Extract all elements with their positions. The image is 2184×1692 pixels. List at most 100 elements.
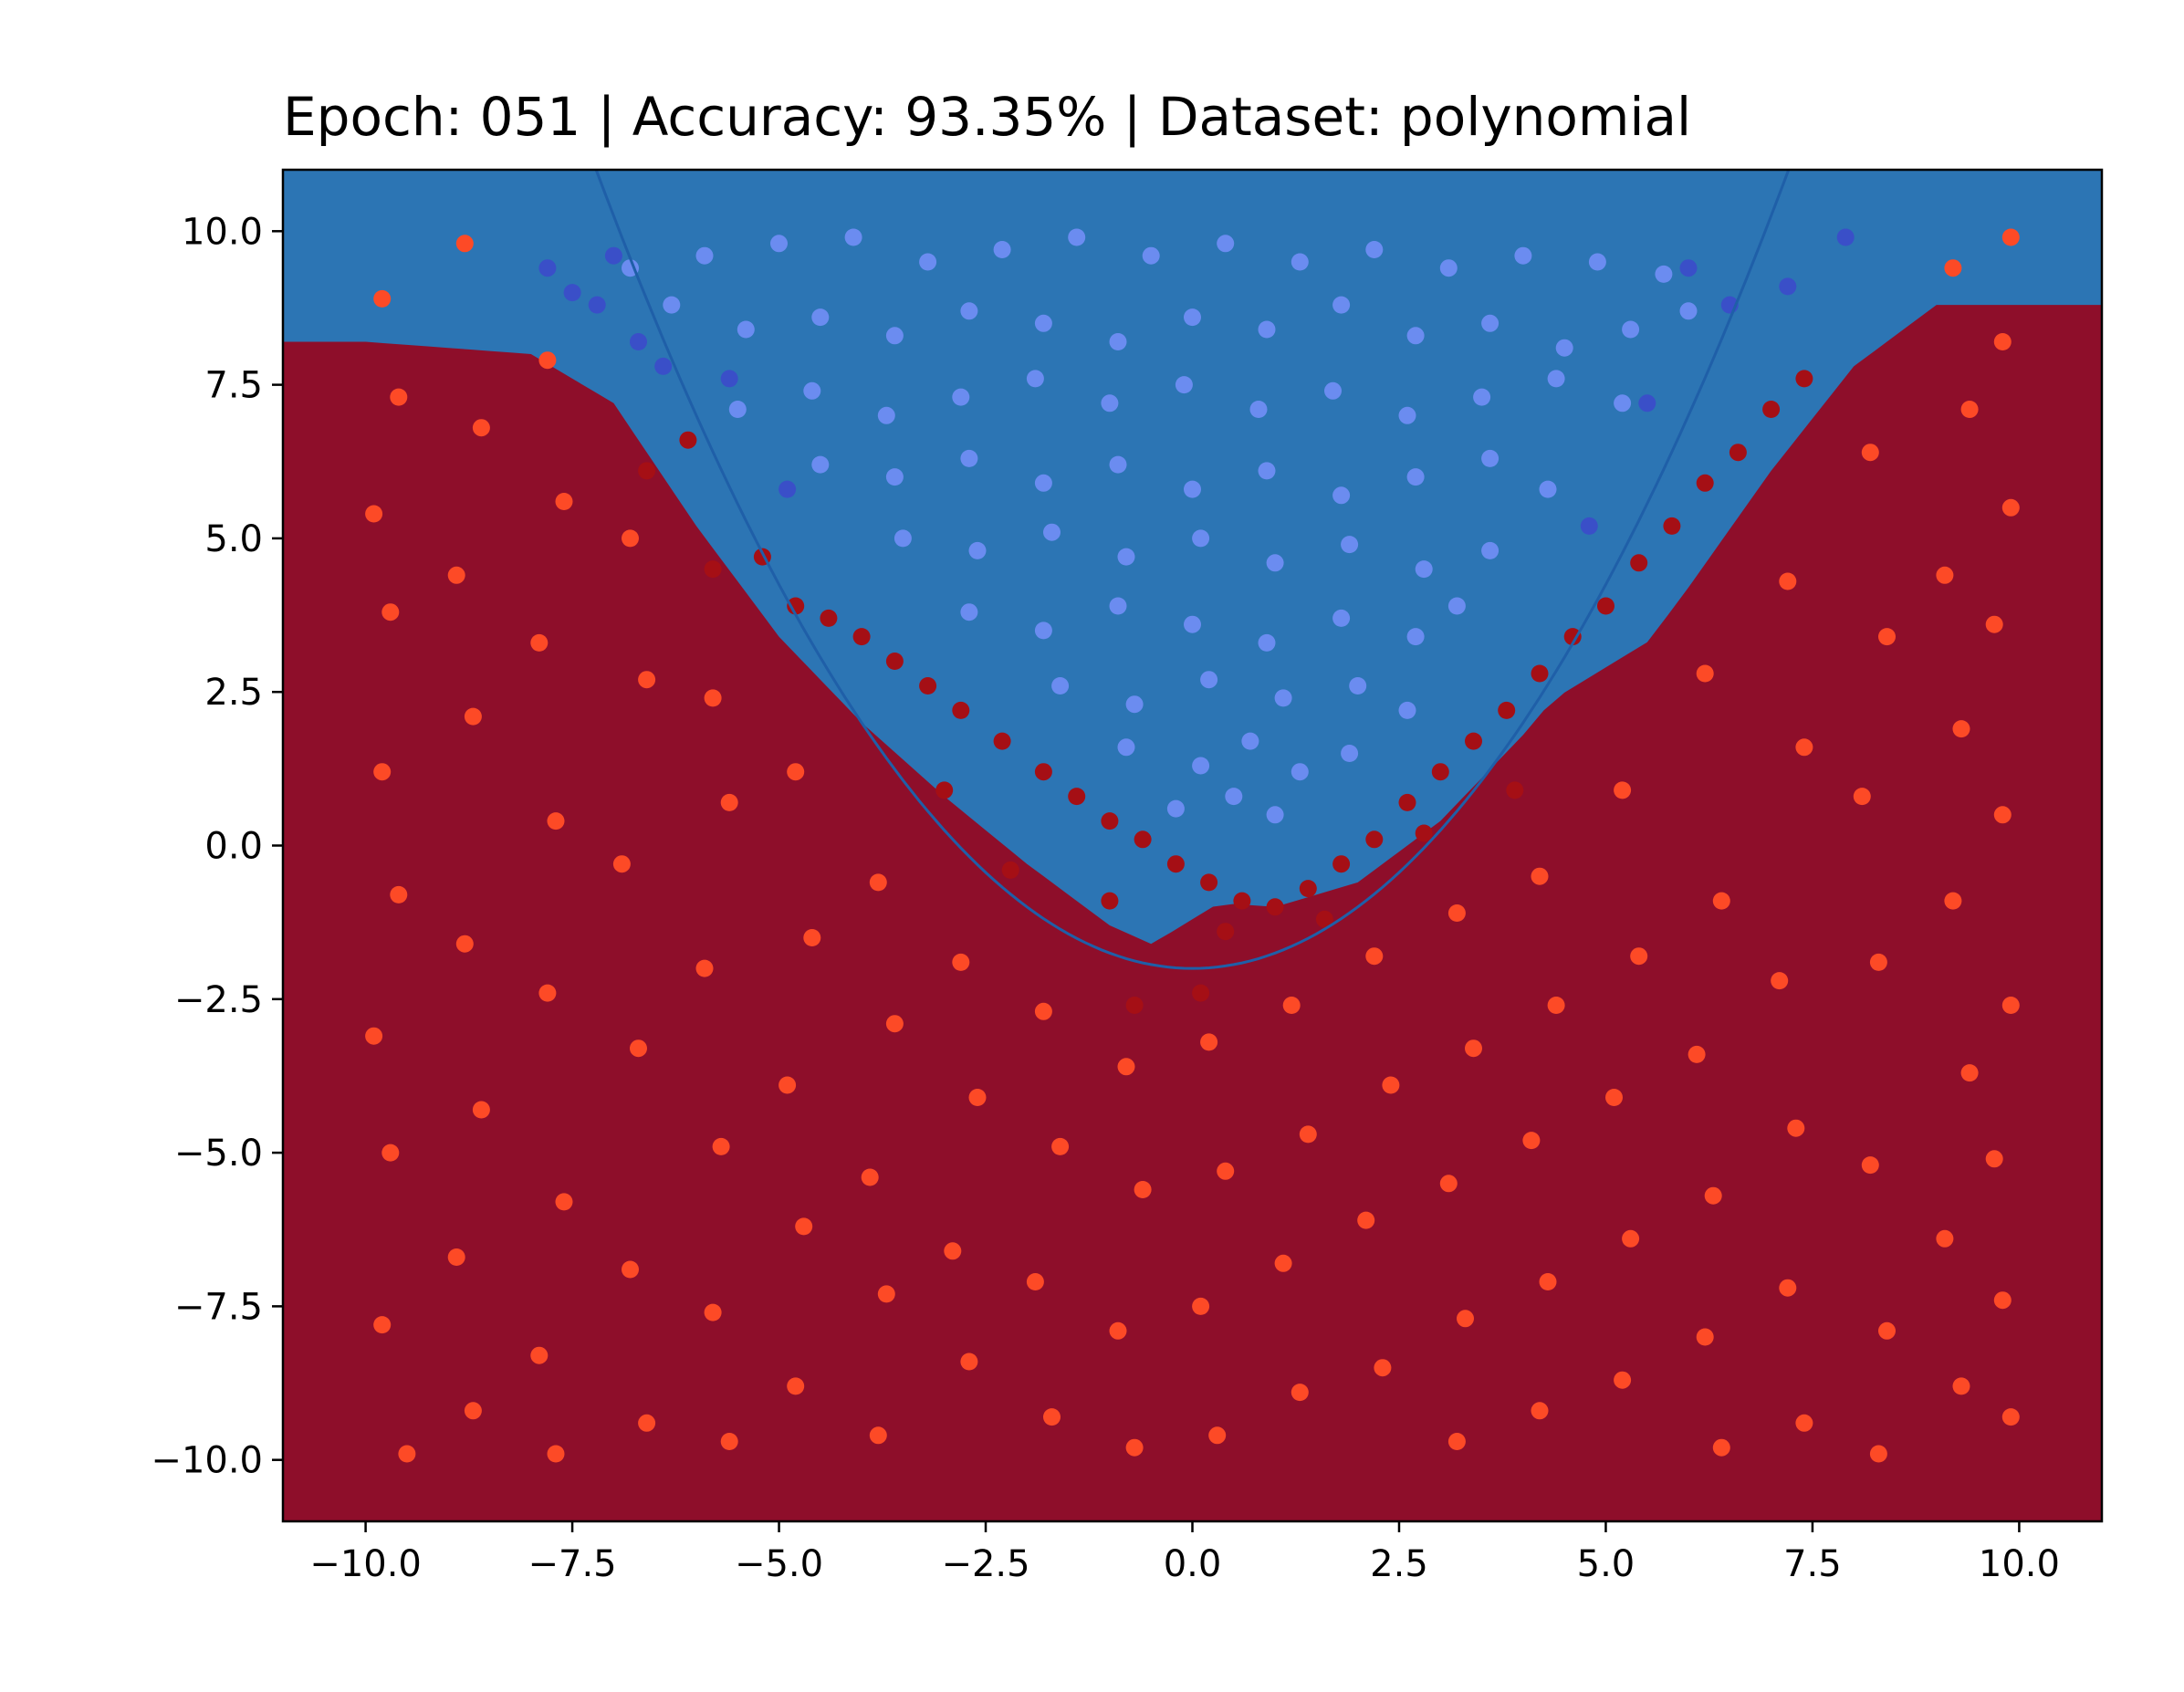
scatter-point xyxy=(869,873,887,892)
scatter-point xyxy=(1357,1211,1375,1229)
scatter-point xyxy=(1175,376,1193,394)
scatter-point xyxy=(1249,401,1268,418)
scatter-point xyxy=(1406,628,1425,646)
scatter-point xyxy=(1853,788,1871,806)
scatter-point xyxy=(1225,788,1243,806)
scatter-point xyxy=(885,327,904,345)
scatter-point xyxy=(1365,830,1384,849)
scatter-point xyxy=(952,953,970,971)
scatter-point xyxy=(770,235,788,253)
scatter-point xyxy=(1712,1438,1730,1457)
scatter-point xyxy=(1217,235,1235,253)
scatter-point xyxy=(1465,732,1482,750)
scatter-point xyxy=(1324,381,1342,400)
scatter-point xyxy=(1332,486,1351,505)
scatter-point xyxy=(1166,799,1185,818)
scatter-point xyxy=(1447,1433,1466,1450)
scatter-point xyxy=(2001,1408,2020,1426)
scatter-point xyxy=(1125,695,1144,714)
region-band-4 xyxy=(283,170,2102,945)
scatter-point xyxy=(1522,1132,1541,1150)
scatter-point xyxy=(885,653,904,670)
scatter-point xyxy=(720,1433,738,1450)
scatter-point xyxy=(1936,566,1954,584)
scatter-point xyxy=(1704,1186,1722,1205)
scatter-point xyxy=(968,541,987,559)
series-0 xyxy=(622,228,1698,824)
scatter-point xyxy=(1365,947,1384,966)
scatter-point xyxy=(1795,738,1813,757)
scatter-point xyxy=(1638,394,1656,413)
scatter-point xyxy=(1779,1279,1797,1297)
x-tick-label: 0.0 xyxy=(1164,1543,1222,1585)
scatter-point xyxy=(1217,1162,1235,1180)
scatter-point xyxy=(787,763,805,781)
scatter-point xyxy=(919,253,937,271)
scatter-point xyxy=(2001,997,2020,1014)
scatter-point xyxy=(712,1137,730,1155)
scatter-point xyxy=(1109,455,1127,474)
series-2 xyxy=(638,370,1813,1014)
scatter-point xyxy=(885,468,904,486)
scatter-point xyxy=(1439,1175,1458,1193)
scatter-point xyxy=(787,1377,805,1395)
scatter-point xyxy=(1878,628,1896,646)
scatter-point xyxy=(464,707,482,726)
scatter-point xyxy=(1291,763,1309,781)
scatter-point xyxy=(1374,1359,1392,1377)
x-tick-label: −5.0 xyxy=(735,1543,823,1585)
true-boundary-curve xyxy=(594,170,1791,970)
scatter-point xyxy=(1952,720,1970,738)
scatter-point xyxy=(1960,401,1979,418)
scatter-point xyxy=(1034,1002,1052,1020)
scatter-point xyxy=(1406,327,1425,345)
scatter-point xyxy=(563,284,581,302)
scatter-point xyxy=(1192,1297,1210,1315)
scatter-point xyxy=(373,1316,392,1334)
scatter-point xyxy=(1679,302,1698,320)
scatter-point xyxy=(654,357,673,375)
scatter-point xyxy=(869,1426,887,1445)
scatter-point xyxy=(1258,320,1276,339)
scatter-point xyxy=(1166,855,1185,873)
scatter-point xyxy=(1134,830,1152,849)
scatter-point xyxy=(604,246,622,265)
scatter-point xyxy=(373,289,392,308)
scatter-point xyxy=(1498,701,1516,719)
scatter-point xyxy=(1771,972,1789,990)
scatter-point xyxy=(663,296,681,314)
scatter-point xyxy=(1192,984,1210,1002)
scatter-point xyxy=(455,235,474,253)
scatter-point xyxy=(1679,259,1698,277)
scatter-point xyxy=(1233,892,1251,910)
series-3 xyxy=(365,228,2020,1463)
scatter-point xyxy=(1588,253,1606,271)
scatter-point xyxy=(1547,997,1565,1014)
scatter-point xyxy=(1481,541,1500,559)
scatter-point xyxy=(638,462,656,480)
scatter-point xyxy=(1655,265,1673,283)
scatter-point xyxy=(2001,498,2020,517)
y-tick-label: 0.0 xyxy=(204,826,263,868)
scatter-point xyxy=(638,1414,656,1432)
scatter-point xyxy=(1696,1328,1714,1346)
scatter-point xyxy=(1034,621,1052,640)
scatter-point xyxy=(944,1242,962,1260)
scatter-point xyxy=(638,671,656,689)
scatter-point xyxy=(1447,904,1466,922)
scatter-point xyxy=(720,370,738,388)
scatter-point xyxy=(447,566,465,584)
scatter-point xyxy=(1068,228,1086,246)
scatter-point xyxy=(1026,1273,1044,1290)
scatter-point xyxy=(1531,664,1549,683)
scatter-point xyxy=(960,603,978,621)
series-1 xyxy=(538,228,1855,535)
chart-title: Epoch: 051 | Accuracy: 93.35% | Dataset:… xyxy=(283,86,1691,148)
scatter-point xyxy=(530,633,549,652)
scatter-point xyxy=(1869,953,1887,971)
scatter-point xyxy=(472,419,490,437)
scatter-point xyxy=(381,1144,400,1162)
x-axis: −10.0 −7.5 −5.0 −2.5 0.0 2.5 5.0 7.5 10.0 xyxy=(309,1521,2060,1585)
scatter-point xyxy=(1960,1064,1979,1082)
